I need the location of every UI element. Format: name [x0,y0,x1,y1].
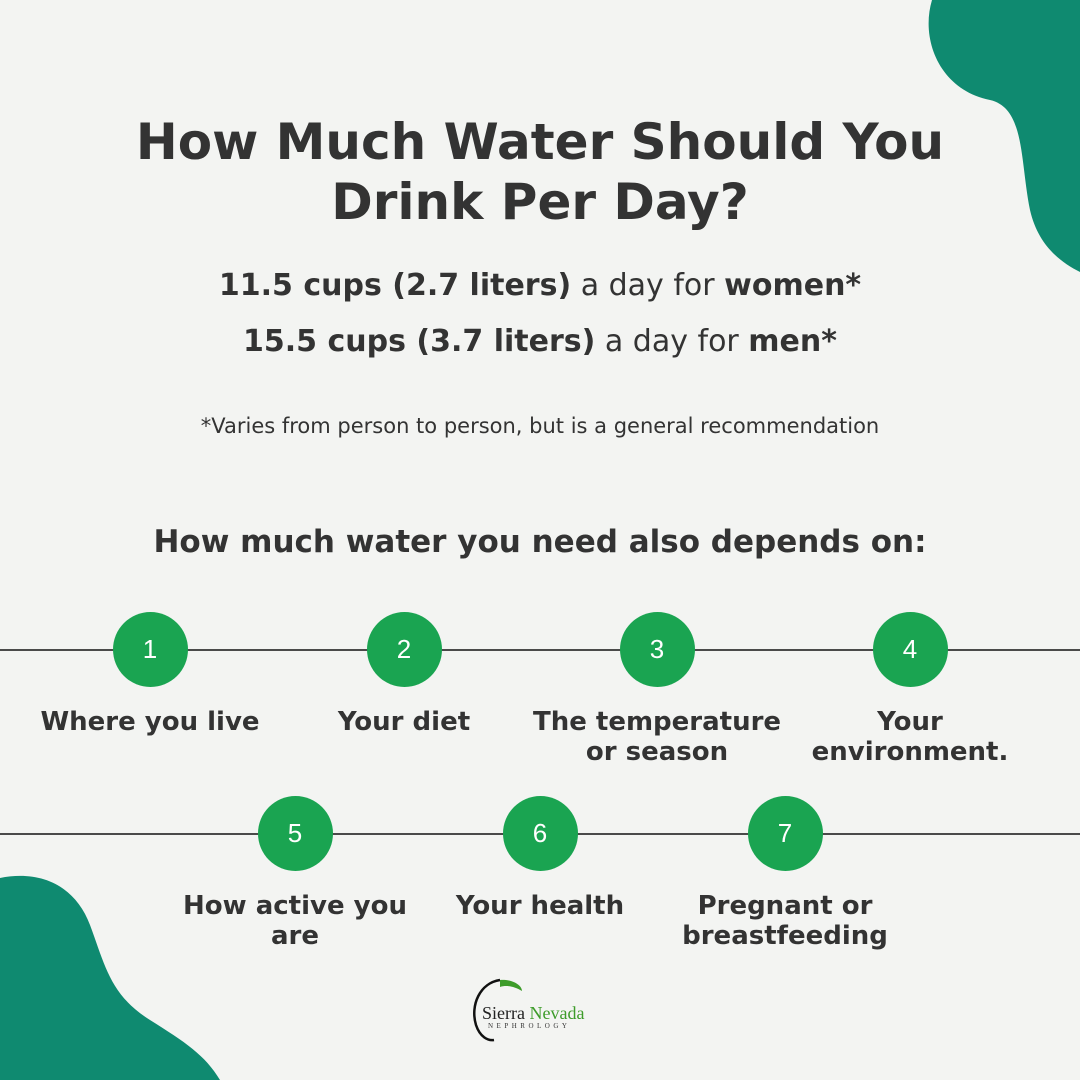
factors-heading: How much water you need also depends on: [153,524,927,560]
recommendation-amount: 11.5 cups (2.7 liters) [218,268,572,303]
title-line-2: Drink Per Day? [331,173,749,231]
decorative-blob-bottom-left [0,875,220,1080]
logo-wordmark: Sierra Nevada [482,1003,584,1023]
logo-subtitle: NEPHROLOGY [488,1022,571,1030]
factor-label: Pregnant or breastfeeding [682,891,888,951]
page-title: How Much Water Should You Drink Per Day? [0,112,1080,232]
factor-item-3: 3 The temperature or season [522,612,792,767]
recommendation-men: 15.5 cups (3.7 liters) a day for men* [0,322,1080,362]
factor-item-1: 1 Where you live [20,612,280,737]
step-number-circle: 1 [112,612,188,687]
title-line-1: How Much Water Should You [135,113,945,171]
step-number-circle: 5 [257,796,333,871]
recommendation-group: men* [748,324,837,359]
recommendation-connector: a day for [571,268,725,303]
company-logo: Sierra Nevada NEPHROLOGY [468,975,618,1045]
factor-item-6: 6 Your health [420,796,660,921]
timeline-line-row-1 [0,649,1080,651]
factor-item-7: 7 Pregnant or breastfeeding [665,796,905,951]
step-number-circle: 7 [747,796,823,871]
factor-item-5: 5 How active you are [175,796,415,951]
logo-word-nevada: Nevada [529,1003,585,1023]
factor-item-4: 4 Your environment. [810,612,1010,767]
logo-swirl-icon [473,978,522,1042]
recommendation-amount: 15.5 cups (3.7 liters) [243,324,596,359]
factor-label: Where you live [40,707,260,737]
factor-label: Your diet [337,707,471,737]
factor-label: The temperature or season [532,707,782,767]
recommendation-women: 11.5 cups (2.7 liters) a day for women* [0,266,1080,306]
step-number-circle: 4 [872,612,948,687]
step-number-circle: 6 [502,796,578,871]
footnote: *Varies from person to person, but is a … [200,414,880,438]
recommendation-group: women* [724,268,862,303]
factor-item-2: 2 Your diet [274,612,534,737]
decorative-blob-top-right [928,0,1080,272]
factor-label: How active you are [183,891,407,951]
factor-label: Your health [455,891,625,921]
factor-label: Your environment. [811,707,1009,767]
step-number-circle: 2 [366,612,442,687]
logo-word-sierra: Sierra [482,1003,525,1023]
recommendation-connector: a day for [595,324,749,359]
step-number-circle: 3 [619,612,695,687]
